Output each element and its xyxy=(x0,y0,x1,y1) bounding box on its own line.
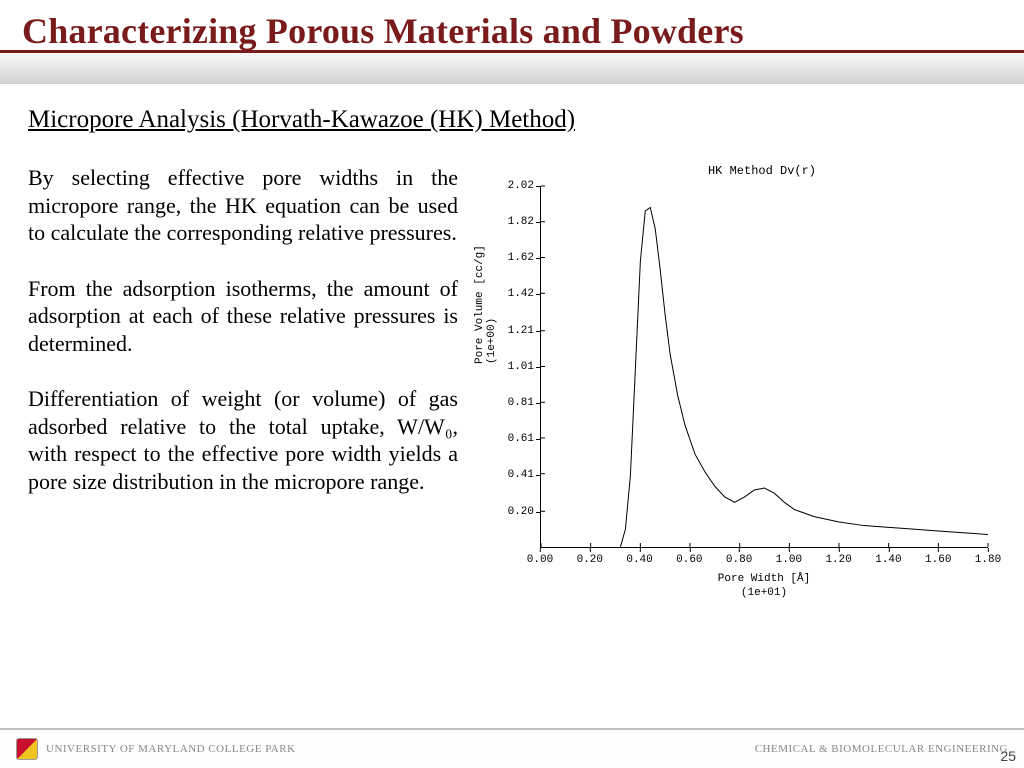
umd-shield-icon xyxy=(16,738,38,760)
plot-area xyxy=(540,186,988,548)
chart-column: HK Method Dv(r) 0.20 0.41 0.61 0.81 1.01 1.21… xyxy=(472,164,1012,624)
slide: Characterizing Porous Materials and Powd… xyxy=(0,0,1024,768)
footer-left: UNIVERSITY OF MARYLAND COLLEGE PARK xyxy=(16,738,296,760)
footer-left-text: UNIVERSITY OF MARYLAND COLLEGE PARK xyxy=(46,743,296,755)
x-tick-label: 0.20 xyxy=(577,554,603,566)
y-tick-label: 1.42 xyxy=(508,288,534,300)
x-tick-label: 1.60 xyxy=(925,554,951,566)
section-subtitle: Micropore Analysis (Horvath-Kawazoe (HK)… xyxy=(28,106,1012,134)
hk-chart: HK Method Dv(r) 0.20 0.41 0.61 0.81 1.01 1.21… xyxy=(482,164,1002,624)
title-underline xyxy=(0,50,1024,53)
x-tick-label: 0.80 xyxy=(726,554,752,566)
y-tick-label: 0.20 xyxy=(508,506,534,518)
paragraph: By selecting effective pore widths in th… xyxy=(28,164,458,247)
x-tick-label: 0.00 xyxy=(527,554,553,566)
x-axis-label-text: Pore Width [Å] xyxy=(718,573,810,585)
x-axis-label: Pore Width [Å] (1e+01) xyxy=(540,572,988,601)
x-tick-label: 1.40 xyxy=(875,554,901,566)
y-tick-label: 0.41 xyxy=(508,469,534,481)
two-column-layout: By selecting effective pore widths in th… xyxy=(28,164,1012,624)
x-axis-label-scale: (1e+01) xyxy=(741,587,787,599)
slide-footer: UNIVERSITY OF MARYLAND COLLEGE PARK CHEM… xyxy=(0,728,1024,768)
chart-title: HK Method Dv(r) xyxy=(522,164,1002,178)
chart-line-svg xyxy=(541,186,988,547)
x-tick-label: 1.00 xyxy=(776,554,802,566)
page-number: 25 xyxy=(1000,748,1016,764)
x-axis-ticks: 0.000.200.400.600.801.001.201.401.601.80 xyxy=(540,548,988,568)
text-column: By selecting effective pore widths in th… xyxy=(28,164,458,624)
title-bar: Characterizing Porous Materials and Powd… xyxy=(0,0,1024,84)
y-tick-label: 1.62 xyxy=(508,252,534,264)
content-area: Micropore Analysis (Horvath-Kawazoe (HK)… xyxy=(28,106,1012,722)
paragraph: Differentiation of weight (or volume) of… xyxy=(28,385,458,495)
x-tick-label: 0.60 xyxy=(676,554,702,566)
y-tick-label: 0.81 xyxy=(508,397,534,409)
paragraph: From the adsorption isotherms, the amoun… xyxy=(28,275,458,358)
x-tick-label: 1.80 xyxy=(975,554,1001,566)
slide-title: Characterizing Porous Materials and Powd… xyxy=(22,10,1002,52)
x-tick-label: 0.40 xyxy=(626,554,652,566)
x-tick-label: 1.20 xyxy=(825,554,851,566)
y-axis-ticks: 0.200.410.610.811.011.211.421.621.822.02 xyxy=(482,186,538,548)
y-tick-label: 1.01 xyxy=(508,361,534,373)
y-tick-label: 1.21 xyxy=(508,325,534,337)
y-tick-label: 0.61 xyxy=(508,433,534,445)
y-tick-label: 1.82 xyxy=(508,216,534,228)
footer-right-text: CHEMICAL & BIOMOLECULAR ENGINEERING xyxy=(755,743,1008,755)
y-axis-label-text: Pore Volume [cc/g] xyxy=(474,245,486,364)
y-axis-label-scale: (1e+00) xyxy=(486,318,498,364)
y-tick-label: 2.02 xyxy=(508,180,534,192)
y-axis-label: Pore Volume [cc/g] (1e+00) xyxy=(474,245,498,364)
